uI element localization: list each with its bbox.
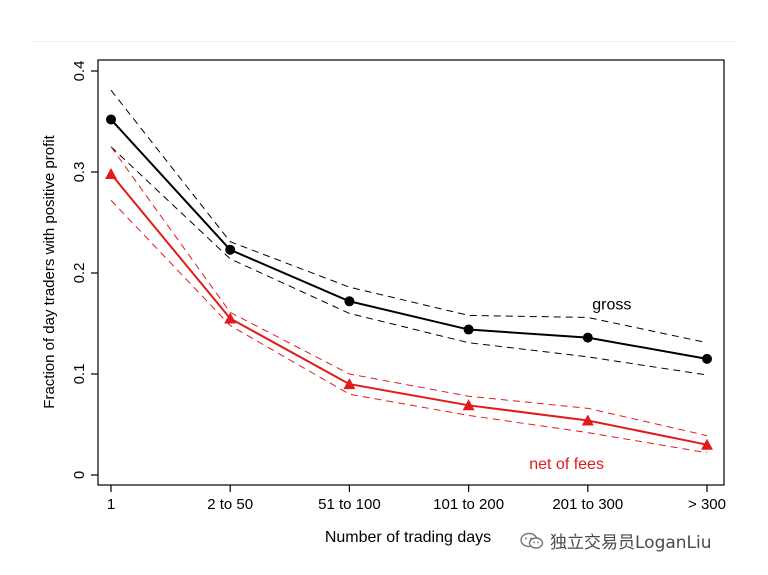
net-point: [105, 168, 117, 180]
net-ci-lower-line: [110, 199, 708, 454]
y-tick-label: 0.2: [71, 263, 88, 284]
gross-point: [463, 324, 474, 335]
series-label-gross: gross: [592, 296, 631, 313]
watermark-text: 独立交易员LoganLiu: [550, 533, 712, 553]
net-ci-upper-line: [110, 146, 708, 437]
x-tick-label: 1: [107, 496, 115, 513]
gross-series-line: [110, 118, 708, 360]
net-point: [701, 438, 713, 450]
gross-point: [106, 114, 116, 125]
y-tick-label: 0: [71, 471, 88, 479]
gross-point: [702, 353, 712, 364]
net-point: [581, 414, 594, 426]
gross-ci-upper-line: [110, 89, 708, 344]
gross-point: [344, 296, 355, 307]
net-point: [343, 378, 356, 390]
net-point: [462, 399, 475, 411]
x-tick-label: > 300: [688, 496, 726, 513]
y-tick-label: 0.1: [71, 364, 88, 385]
net-series-line: [110, 173, 708, 446]
x-tick-label: 2 to 50: [207, 496, 253, 513]
y-tick-label: 0.4: [71, 61, 88, 82]
x-tick-label: 51 to 100: [318, 496, 381, 513]
x-tick-label: 101 to 200: [433, 496, 504, 513]
gross-point: [225, 244, 236, 255]
x-axis-label: Number of trading days: [325, 529, 491, 546]
watermark: 独立交易员LoganLiu: [520, 528, 712, 553]
gross-point: [582, 332, 593, 343]
series-label-net-of-fees: net of fees: [529, 456, 604, 473]
gross-ci-lower-line: [110, 146, 708, 376]
y-tick-label: 0.3: [71, 162, 88, 183]
net-point: [224, 312, 237, 324]
wechat-icon: [520, 532, 544, 549]
x-tick-label: 201 to 300: [552, 496, 623, 513]
top-divider: [30, 41, 738, 42]
y-axis-label: Fraction of day traders with positive pr…: [41, 134, 58, 408]
